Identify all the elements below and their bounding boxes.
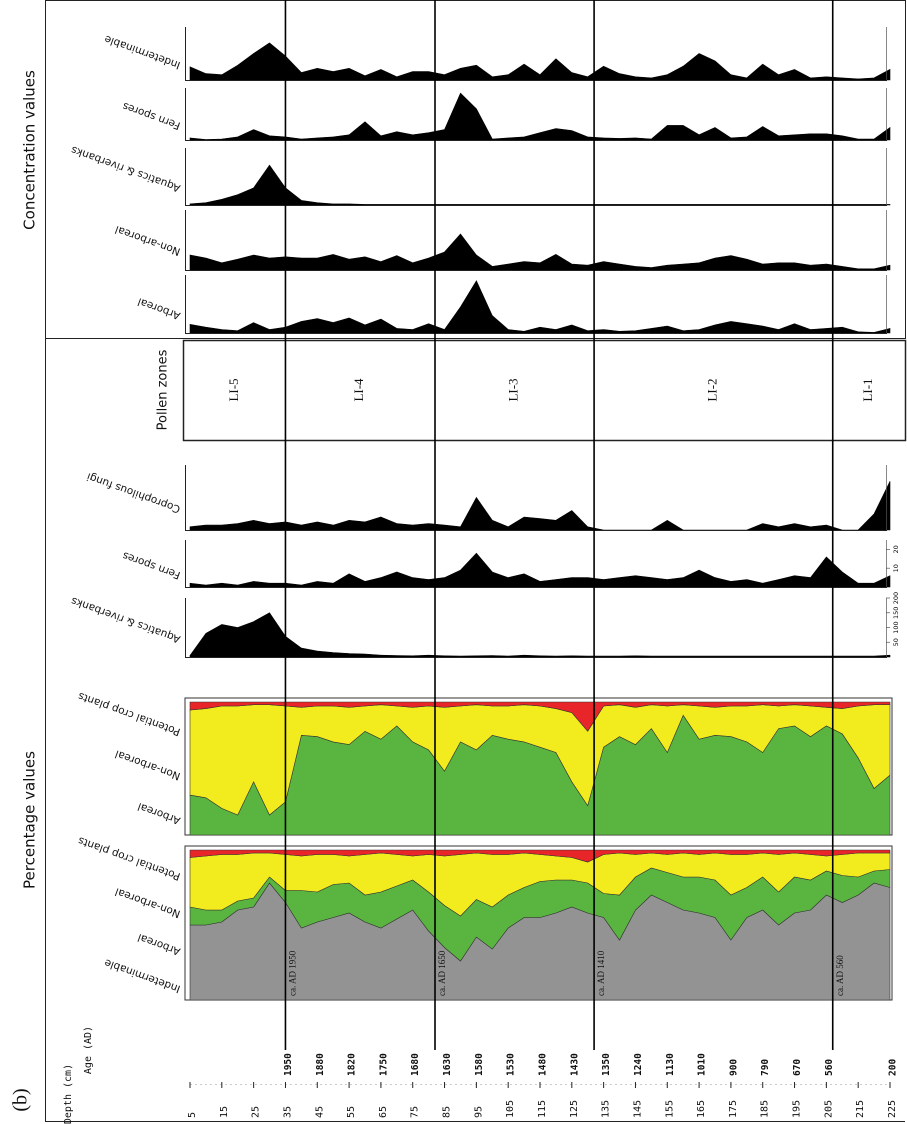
zone-label: LI-2 <box>704 378 719 401</box>
series-label: Aquatics & riverbanks <box>69 594 182 645</box>
age-label: 790 <box>760 1059 771 1076</box>
x-tick-label: 25 <box>251 1106 262 1118</box>
panel-label: (b) <box>10 1088 32 1111</box>
x-tick-label: 165 <box>696 1100 707 1118</box>
x-tick-label: 75 <box>410 1106 421 1118</box>
x-tick-label: 15 <box>219 1106 230 1118</box>
zone-label: LI-3 <box>506 378 521 401</box>
age-label: 1630 <box>442 1053 453 1076</box>
x-tick-label: 225 <box>887 1100 898 1118</box>
age-label: 1350 <box>601 1053 612 1076</box>
group-label: Concentration values <box>21 70 39 230</box>
x-tick-label: 145 <box>632 1100 643 1118</box>
age-label: 900 <box>728 1059 739 1076</box>
age-label: 1480 <box>538 1053 549 1076</box>
depth-axis-label: Depth (cm) <box>63 1064 74 1124</box>
series-label: Arboreal <box>136 295 182 321</box>
age-label: 1820 <box>347 1053 358 1076</box>
x-tick-label: 105 <box>505 1100 516 1118</box>
x-tick-label: 55 <box>346 1106 357 1118</box>
age-axis-label: Age (AD) <box>83 1026 94 1074</box>
area <box>189 552 891 588</box>
zone-label: LI-1 <box>860 378 875 401</box>
concentration-frame <box>45 0 906 339</box>
age-label: 1750 <box>378 1053 389 1076</box>
x-tick-label: 195 <box>792 1100 803 1118</box>
area <box>189 481 891 531</box>
area <box>189 233 891 271</box>
x-tick-label: 65 <box>378 1106 389 1118</box>
boundary-label: ca. AD 560 <box>835 955 845 996</box>
x-tick-label: 155 <box>664 1100 675 1118</box>
age-label: 1680 <box>410 1053 421 1076</box>
zone-label: LI-5 <box>226 378 241 401</box>
age-label: 1010 <box>697 1053 708 1076</box>
y-tick-label: 200 <box>892 592 900 604</box>
boundary-label: ca. AD 1950 <box>288 950 298 996</box>
age-label: 1580 <box>474 1053 485 1076</box>
series-label: Indeterminable <box>103 956 182 995</box>
series-label: Arboreal <box>136 800 182 826</box>
area <box>189 42 891 81</box>
area <box>189 92 891 141</box>
area <box>189 280 891 334</box>
series-label: Non-arboreal <box>114 223 182 258</box>
x-tick-label: 175 <box>728 1100 739 1118</box>
x-tick-label: 5 <box>187 1112 198 1118</box>
series-label: Fern spores <box>121 100 182 132</box>
y-tick-label: 20 <box>892 545 900 553</box>
boundary-label: ca. AD 1650 <box>437 950 447 996</box>
age-label: 1530 <box>506 1053 517 1076</box>
zones-frame <box>182 339 907 442</box>
x-tick-label: 205 <box>823 1100 834 1118</box>
stacked-area <box>189 849 891 863</box>
series-label: Fern spores <box>121 549 182 581</box>
age-label: 1130 <box>665 1053 676 1076</box>
y-tick-label: 10 <box>892 564 900 572</box>
series-label: Non-arboreal <box>114 747 182 782</box>
age-label: 560 <box>824 1059 835 1076</box>
x-tick-label: 185 <box>760 1100 771 1118</box>
x-tick-label: 135 <box>601 1100 612 1118</box>
group-label: Percentage values <box>21 751 39 889</box>
stacked-area <box>189 701 891 732</box>
series-label: Aquatics & riverbanks <box>69 143 182 194</box>
area <box>189 164 891 206</box>
series-label: Potential crop plants <box>77 690 182 738</box>
area <box>189 612 891 658</box>
age-label: 1430 <box>569 1053 580 1076</box>
y-tick-label: 100 <box>892 621 900 633</box>
x-tick-label: 125 <box>569 1100 580 1118</box>
x-tick-label: 45 <box>314 1106 325 1118</box>
x-tick-label: 95 <box>473 1106 484 1118</box>
age-label: 1950 <box>283 1053 294 1076</box>
x-tick-label: 85 <box>442 1106 453 1118</box>
x-tick-label: 35 <box>282 1106 293 1118</box>
boundary-label: ca. AD 1410 <box>596 950 606 996</box>
age-label: 670 <box>792 1059 803 1076</box>
age-label: 1880 <box>315 1053 326 1076</box>
zones-label: Pollen zones <box>156 349 171 430</box>
series-label: Arboreal <box>136 931 182 957</box>
series-label: Potential crop plants <box>77 834 182 882</box>
series-label: Coprophilous fungi <box>85 470 182 515</box>
series-label: Indeterminable <box>103 33 182 72</box>
series-label: Non-arboreal <box>114 885 182 920</box>
x-tick-label: 215 <box>855 1100 866 1118</box>
zone-label: LI-4 <box>351 378 366 402</box>
age-label: 1240 <box>633 1053 644 1076</box>
x-tick-label: 115 <box>537 1100 548 1118</box>
age-label: 200 <box>888 1059 899 1076</box>
y-tick-label: 50 <box>892 638 900 646</box>
y-tick-label: 150 <box>892 607 900 619</box>
